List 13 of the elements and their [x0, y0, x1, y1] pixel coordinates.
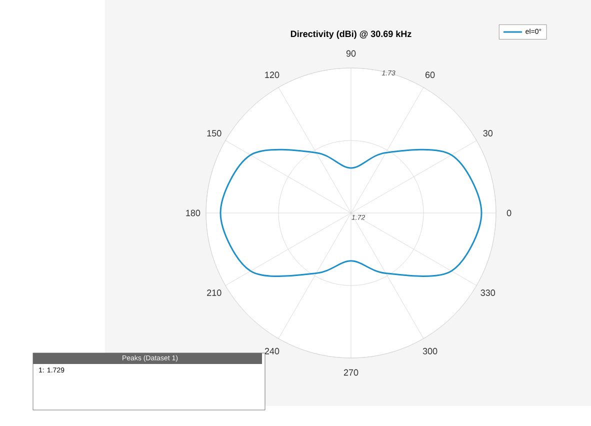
spoke-label: 0: [506, 210, 512, 216]
spoke-label: 90: [346, 50, 356, 57]
spoke-label: 30: [483, 130, 493, 136]
spoke-label: 150: [207, 130, 222, 136]
spoke-label: 120: [265, 72, 280, 78]
spoke-label: 210: [207, 290, 222, 296]
spoke-label: 270: [344, 369, 358, 376]
spoke-label: 300: [422, 348, 438, 354]
spoke-label: 60: [425, 72, 435, 78]
spoke-label: 240: [264, 348, 280, 354]
spoke-label: 330: [480, 290, 496, 296]
text: Directivity (dBi) @ 30.69 kHz: [290, 30, 412, 39]
spoke-label: 180: [186, 210, 200, 216]
